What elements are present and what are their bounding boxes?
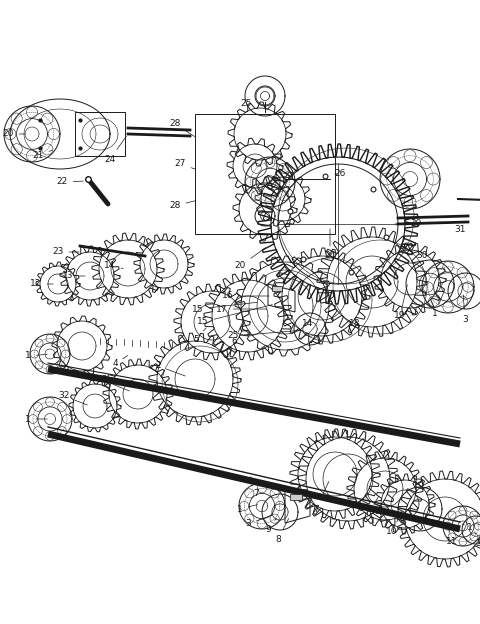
Text: 18: 18 (349, 289, 367, 328)
Text: 6: 6 (365, 496, 379, 519)
Text: 1: 1 (237, 504, 257, 514)
Text: 27: 27 (174, 160, 195, 169)
Text: 16: 16 (222, 291, 269, 301)
Text: 3: 3 (462, 295, 468, 323)
Text: 6: 6 (231, 321, 243, 346)
Text: 20: 20 (234, 248, 266, 270)
Text: 24: 24 (324, 229, 336, 260)
Text: 27: 27 (266, 184, 281, 198)
Text: 15: 15 (197, 305, 272, 326)
Bar (75, 112, 125, 156)
Text: 28: 28 (169, 201, 195, 210)
Text: 5: 5 (193, 328, 206, 343)
Text: 30: 30 (410, 244, 428, 260)
Text: 31: 31 (454, 222, 466, 235)
Text: 7: 7 (313, 482, 329, 514)
Text: 1: 1 (462, 522, 473, 532)
Text: 2: 2 (155, 361, 185, 376)
Bar (290, 494, 302, 500)
Text: 29: 29 (395, 220, 422, 228)
Text: 23: 23 (52, 248, 79, 256)
Text: 1: 1 (432, 291, 444, 318)
Text: 10: 10 (386, 512, 402, 537)
Text: 21: 21 (32, 150, 52, 160)
Text: 20: 20 (2, 130, 25, 139)
Text: 12: 12 (30, 280, 53, 288)
Text: 24: 24 (104, 136, 126, 163)
Bar (195, 114, 335, 234)
Text: 8: 8 (275, 519, 288, 544)
Text: 3: 3 (245, 515, 272, 529)
Text: 14: 14 (104, 261, 123, 270)
Text: 4: 4 (112, 356, 128, 369)
Text: 13: 13 (62, 271, 85, 281)
Text: 33: 33 (96, 376, 130, 391)
Bar (272, 286, 282, 291)
Text: 25: 25 (228, 330, 302, 341)
Text: 22: 22 (56, 177, 83, 187)
Text: 9: 9 (265, 519, 276, 535)
Text: 17: 17 (216, 305, 267, 313)
Text: 25: 25 (240, 99, 257, 109)
Text: 1: 1 (25, 351, 47, 361)
Text: 11: 11 (446, 527, 458, 547)
Text: 3: 3 (475, 532, 480, 548)
Text: 26: 26 (334, 170, 346, 178)
Text: 28: 28 (169, 120, 195, 137)
Text: 32: 32 (58, 391, 87, 405)
Text: 7: 7 (251, 477, 259, 499)
Text: 15: 15 (192, 302, 257, 313)
Text: 19: 19 (394, 285, 408, 321)
Text: 1: 1 (25, 414, 47, 424)
Text: 14: 14 (302, 301, 317, 328)
